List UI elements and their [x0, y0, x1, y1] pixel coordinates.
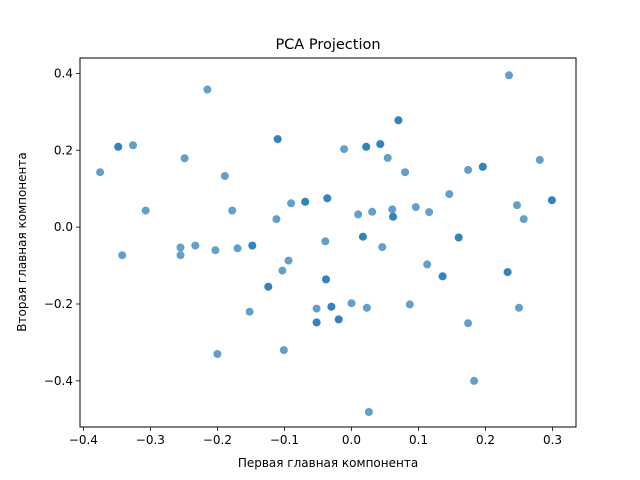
scatter-point	[272, 215, 281, 224]
scatter-point	[535, 155, 544, 164]
scatter-point	[323, 194, 332, 203]
scatter-point	[245, 307, 254, 316]
scatter-point	[368, 207, 377, 216]
scatter-point	[503, 268, 512, 277]
scatter-point	[312, 304, 321, 313]
x-tick-label: 0.2	[476, 433, 495, 447]
scatter-point	[248, 241, 257, 250]
scatter-point	[287, 199, 296, 208]
scatter-point	[405, 300, 414, 309]
scatter-point	[347, 299, 356, 308]
scatter-point	[176, 243, 185, 252]
scatter-point	[454, 233, 463, 242]
scatter-point	[322, 275, 330, 284]
scatter-point	[519, 215, 528, 224]
scatter-point	[180, 154, 189, 163]
scatter-point	[388, 205, 397, 214]
y-tick-label: −0.4	[44, 374, 73, 388]
y-tick-label: 0.2	[54, 143, 73, 157]
points-layer	[96, 71, 556, 416]
scatter-point	[515, 303, 523, 312]
scatter-point	[464, 165, 473, 174]
y-tick-label: 0.4	[54, 66, 73, 80]
scatter-point	[411, 203, 420, 212]
scatter-point	[445, 190, 454, 199]
scatter-point	[513, 201, 521, 210]
x-tick-label: −0.3	[136, 433, 165, 447]
scatter-point	[141, 206, 150, 215]
scatter-point	[321, 237, 330, 246]
scatter-point	[470, 376, 479, 385]
scatter-point	[376, 140, 385, 149]
scatter-point	[284, 256, 293, 265]
x-tick-label: 0.0	[342, 433, 361, 447]
scatter-point	[464, 319, 473, 328]
x-axis-label: Первая главная компонента	[238, 456, 418, 470]
scatter-point	[438, 272, 447, 281]
x-tick-label: −0.4	[69, 433, 98, 447]
scatter-point	[264, 282, 273, 291]
scatter-point	[378, 243, 387, 252]
scatter-point	[211, 246, 220, 255]
scatter-point	[279, 346, 288, 355]
x-tick-label: −0.2	[203, 433, 232, 447]
scatter-point	[301, 197, 310, 206]
scatter-point	[191, 241, 200, 250]
scatter-point	[358, 232, 367, 241]
scatter-point	[383, 153, 392, 162]
scatter-point	[389, 212, 397, 221]
y-axis-ticks: −0.4 −0.2 0.0 0.2 0.4	[44, 66, 80, 388]
scatter-point	[233, 244, 242, 253]
scatter-point	[401, 168, 410, 177]
y-tick-label: 0.0	[54, 220, 73, 234]
scatter-point	[203, 85, 212, 94]
scatter-point	[213, 350, 222, 358]
scatter-point	[278, 266, 287, 275]
scatter-point	[327, 302, 336, 311]
x-tick-label: 0.3	[543, 433, 562, 447]
scatter-point	[96, 168, 105, 177]
y-tick-label: −0.2	[44, 297, 73, 311]
scatter-point	[354, 210, 363, 219]
scatter-point	[547, 196, 556, 205]
chart-title: PCA Projection	[275, 37, 380, 53]
scatter-point	[273, 135, 282, 144]
scatter-point	[362, 142, 371, 151]
scatter-point	[118, 251, 127, 260]
scatter-point	[334, 315, 343, 324]
scatter-point	[394, 116, 403, 125]
scatter-point	[478, 162, 487, 171]
scatter-point	[423, 260, 432, 269]
scatter-point	[114, 142, 123, 151]
scatter-point	[312, 318, 321, 327]
scatter-point	[176, 251, 185, 260]
scatter-point	[425, 208, 434, 217]
scatter-point	[340, 145, 349, 154]
plot-frame	[79, 57, 577, 428]
x-tick-label: −0.1	[270, 433, 299, 447]
x-tick-label: 0.1	[409, 433, 428, 447]
scatter-point	[228, 206, 237, 215]
scatter-point	[505, 71, 513, 80]
scatter-point	[220, 172, 229, 180]
scatter-point	[129, 141, 137, 150]
y-axis-label: Вторая главная компонента	[15, 152, 29, 331]
scatter-point	[362, 303, 371, 312]
x-axis-ticks: −0.4 −0.3 −0.2 −0.1 0.0 0.1 0.2 0.3	[69, 427, 562, 447]
scatter-point	[364, 408, 373, 416]
